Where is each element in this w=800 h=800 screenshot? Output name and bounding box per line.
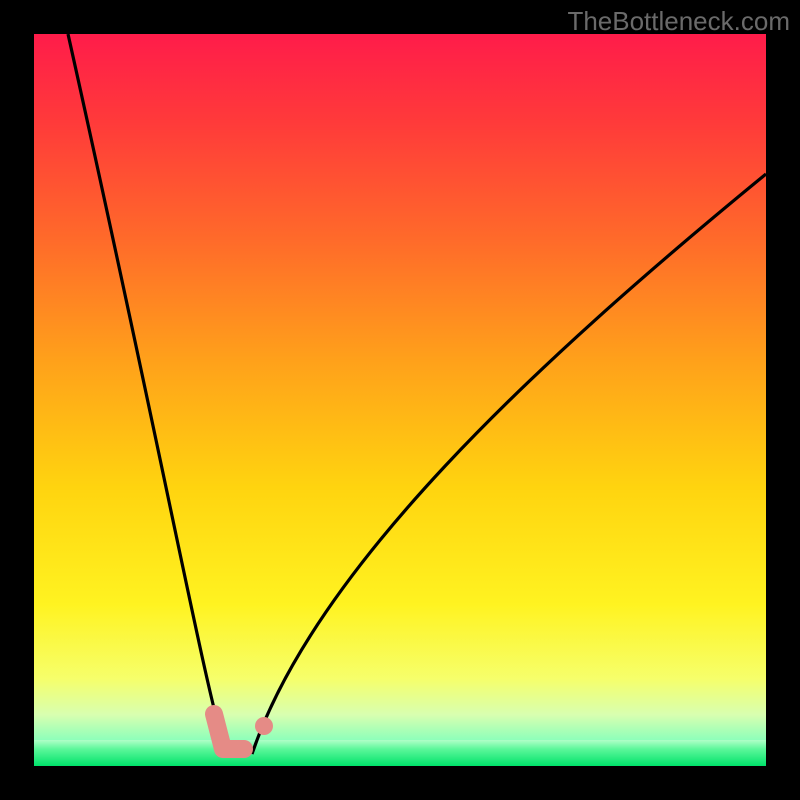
watermark-text: TheBottleneck.com <box>567 6 790 37</box>
right-curve <box>252 174 766 754</box>
marker-dot <box>255 717 273 735</box>
left-curve <box>68 34 226 754</box>
marker-l-shape <box>214 714 244 749</box>
curves-layer <box>34 34 766 766</box>
chart-frame: TheBottleneck.com <box>0 0 800 800</box>
plot-area <box>34 34 766 766</box>
